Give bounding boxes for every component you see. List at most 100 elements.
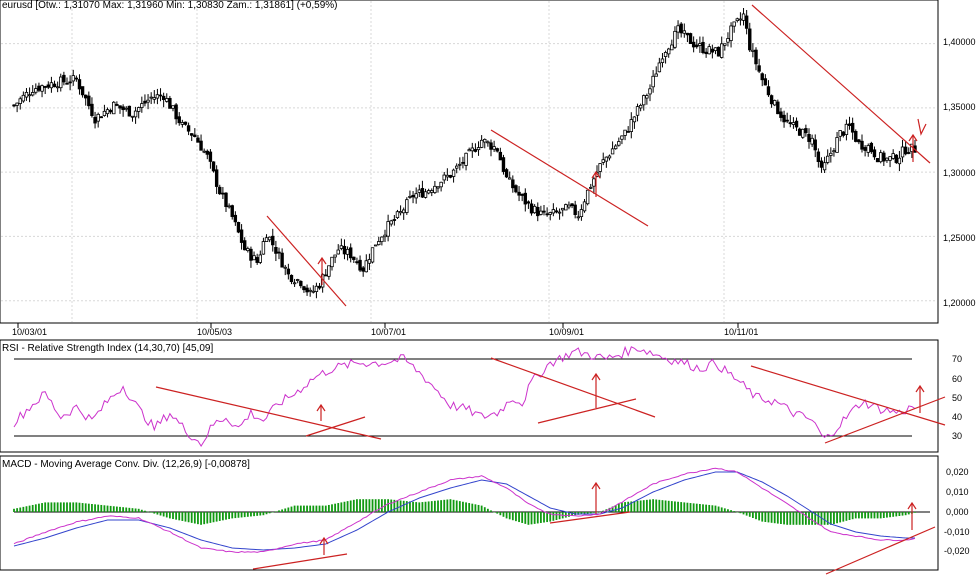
candle-body-bearish: [679, 23, 683, 34]
candle-body-bearish: [65, 82, 69, 85]
candle-body-bullish: [607, 155, 612, 159]
macd-histogram-bar: [783, 512, 785, 525]
macd-histogram-bar: [374, 499, 377, 512]
macd-histogram-bar: [274, 511, 277, 512]
candle-body-bearish: [769, 95, 774, 105]
candle-body-bullish: [330, 256, 334, 268]
macd-ytick: 0,000: [946, 507, 969, 517]
rsi-y-axis: 70 60 50 40 30: [952, 354, 962, 441]
candle-body-bullish: [146, 99, 150, 103]
macd-histogram-bar: [914, 512, 916, 513]
candle-body-bullish: [589, 186, 593, 189]
candle-body-bearish: [62, 74, 66, 83]
candle-body-bearish: [554, 210, 559, 213]
macd-histogram-bar: [649, 499, 651, 512]
macd-histogram-bar: [75, 502, 78, 512]
macd-histogram-bar: [225, 512, 227, 520]
rsi-trendline: [155, 386, 382, 440]
price-candles: [12, 7, 917, 299]
macd-histogram-bar: [371, 499, 374, 512]
macd-histogram: [13, 499, 916, 525]
candle-body-bullish: [439, 181, 443, 188]
price-xtick: 10/03/01: [12, 327, 47, 337]
macd-histogram-bar: [895, 512, 898, 517]
macd-histogram-bar: [234, 512, 237, 519]
candle-body-bullish: [451, 169, 456, 177]
candle-body-bearish: [688, 33, 693, 45]
macd-histogram-bar: [94, 504, 96, 512]
macd-histogram-bar: [789, 512, 792, 525]
macd-histogram-bar: [268, 512, 271, 514]
candle-body-bullish: [888, 156, 892, 161]
macd-histogram-bar: [661, 500, 664, 512]
macd-histogram-bar: [265, 512, 268, 515]
candle-body-bullish: [155, 94, 160, 99]
macd-histogram-bar: [477, 504, 480, 512]
macd-histogram-bar: [290, 506, 293, 512]
macd-histogram-bar: [527, 512, 530, 525]
macd-histogram-bar: [870, 512, 873, 519]
candle-body-bullish: [838, 130, 842, 137]
macd-histogram-bar: [343, 501, 346, 512]
macd-histogram-bar: [362, 499, 365, 512]
macd-histogram-bar: [16, 508, 19, 512]
macd-histogram-bar: [480, 505, 483, 512]
macd-histogram-bar: [505, 512, 508, 519]
macd-histogram-bar: [184, 512, 187, 522]
macd-histogram-bar: [898, 512, 901, 516]
candle-body-bullish: [822, 162, 827, 171]
candle-body-bullish: [617, 141, 621, 146]
macd-histogram-bar: [209, 512, 212, 523]
candle-body-bearish: [68, 81, 72, 84]
macd-histogram-bar: [530, 512, 533, 525]
macd-histogram-bar: [571, 512, 573, 516]
macd-histogram-bar: [536, 512, 539, 524]
candle-body-bearish: [744, 15, 749, 29]
price-ytick: 1,20000: [943, 298, 976, 308]
candle-body-bullish: [105, 109, 110, 115]
candle-body-bearish: [504, 169, 509, 178]
candle-body-bearish: [875, 158, 880, 163]
candle-body-bearish: [882, 152, 886, 162]
rsi-ytick: 50: [952, 393, 962, 403]
macd-histogram-bar: [580, 512, 583, 515]
candle-body-bearish: [857, 139, 861, 143]
macd-histogram-bar: [69, 502, 72, 512]
candle-body-bullish: [645, 95, 649, 99]
candle-body-bearish: [317, 285, 322, 289]
candle-body-bullish: [112, 101, 116, 115]
candle-body-bearish: [907, 152, 911, 154]
rsi-breakout-arrow-head: [316, 403, 326, 412]
macd-histogram-bar: [281, 509, 284, 512]
candle-body-bullish: [15, 102, 19, 106]
macd-histogram-bar: [119, 506, 121, 512]
macd-histogram-bar: [150, 512, 153, 513]
macd-histogram-bar: [421, 502, 424, 512]
candle-body-bullish: [479, 139, 484, 148]
candle-body-bullish: [483, 139, 487, 143]
candle-body-bearish: [545, 213, 549, 216]
candle-body-bullish: [676, 25, 680, 33]
macd-histogram-bar: [471, 503, 474, 512]
macd-histogram-bar: [486, 508, 489, 512]
macd-histogram-bar: [845, 512, 848, 521]
candle-body-bullish: [508, 177, 512, 180]
candle-body-bullish: [31, 92, 35, 96]
candle-body-bearish: [121, 106, 125, 111]
candle-body-bullish: [258, 254, 262, 263]
rsi-trendline: [824, 396, 946, 444]
macd-histogram-bar: [742, 512, 745, 515]
candle-body-bearish: [199, 140, 203, 151]
macd-histogram-bar: [758, 512, 761, 521]
candle-body-bearish: [158, 94, 163, 97]
candle-body-bullish: [801, 128, 805, 138]
macd-histogram-bar: [312, 505, 315, 512]
macd-histogram-bar: [387, 499, 390, 512]
macd-histogram-bar: [795, 512, 798, 525]
candle-body-bullish: [726, 38, 730, 43]
candle-body-bearish: [90, 103, 94, 116]
macd-histogram-bar: [617, 503, 620, 512]
candle-body-bearish: [214, 169, 219, 187]
candle-body-bearish: [785, 119, 789, 122]
